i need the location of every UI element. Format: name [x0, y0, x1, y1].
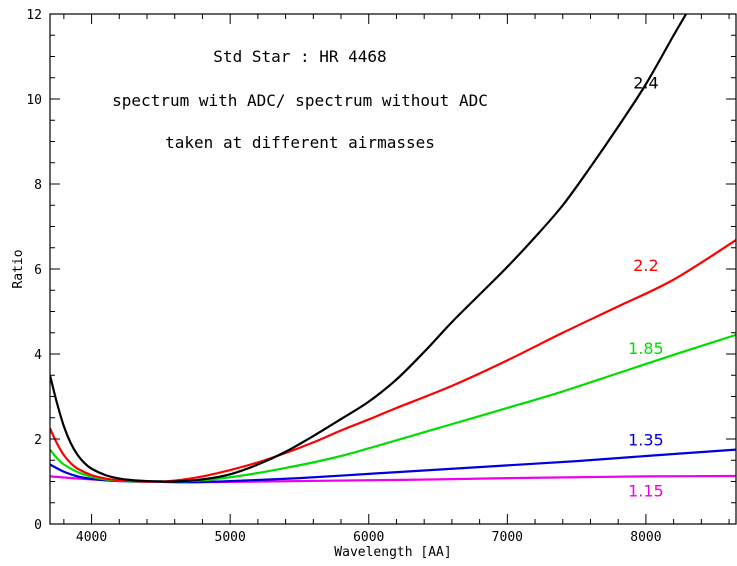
y-axis-label: Ratio — [11, 249, 26, 288]
x-axis-label: Wavelength [AA] — [334, 545, 451, 560]
series-line-1-85 — [50, 333, 737, 483]
y-tick-label: 8 — [34, 178, 42, 193]
series-label-1-35: 1.35 — [628, 430, 664, 449]
annotation-note: taken at different airmasses — [165, 133, 435, 152]
ticks-layer: 4000 5000 6000 7000 8000 0 2 4 6 8 10 12 — [26, 8, 736, 545]
series-line-2-2 — [50, 239, 737, 483]
y-tick-label: 0 — [34, 518, 42, 533]
series-layer — [50, 14, 737, 484]
series-label-2-4: 2.4 — [633, 73, 658, 92]
series-label-2-2: 2.2 — [633, 256, 658, 275]
series-line-2-4 — [50, 14, 688, 483]
x-tick-label: 6000 — [353, 530, 384, 545]
y-tick-label: 4 — [34, 348, 42, 363]
y-tick-label: 12 — [26, 8, 42, 23]
y-tick-label: 2 — [34, 433, 42, 448]
x-tick-label: 8000 — [630, 530, 661, 545]
y-tick-label: 6 — [34, 263, 42, 278]
series-label-1-85: 1.85 — [628, 339, 664, 358]
x-tick-label: 5000 — [215, 530, 246, 545]
series-labels: 2.4 2.2 1.85 1.35 1.15 — [628, 73, 664, 500]
annotation-subtitle: spectrum with ADC/ spectrum without ADC — [112, 91, 488, 110]
y-tick-label: 10 — [26, 93, 42, 108]
x-tick-label: 7000 — [492, 530, 523, 545]
annotation-title: Std Star : HR 4468 — [213, 47, 386, 66]
x-tick-label: 4000 — [76, 530, 107, 545]
series-label-1-15: 1.15 — [628, 481, 664, 500]
